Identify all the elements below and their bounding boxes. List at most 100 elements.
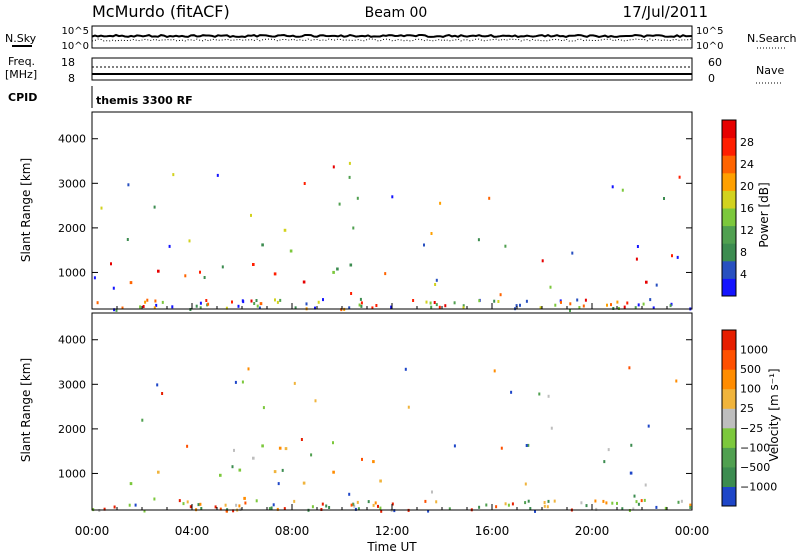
scatter-cell: [354, 507, 357, 511]
scatter-cell: [623, 305, 626, 309]
scatter-cell: [429, 301, 432, 305]
colorbar-tick-label: −1000: [740, 480, 777, 493]
colorbar-tick-label: 25: [740, 402, 754, 415]
velocity-frame: [91, 312, 693, 511]
colorbar-tick-label: 1000: [740, 344, 768, 357]
velocity-axis: 1000 2000 3000 4000: [58, 334, 692, 480]
colorbar-tick-label: 100: [740, 383, 761, 396]
scatter-cell: [188, 239, 191, 243]
scatter-cell: [606, 303, 608, 307]
scatter-cell: [200, 507, 203, 510]
data-cell: [243, 496, 246, 500]
x-tick-label: 08:00: [275, 524, 310, 538]
scatter-cell: [547, 499, 550, 503]
scatter-cell: [541, 259, 544, 263]
scatter-cell: [431, 490, 433, 494]
scatter-cell: [115, 308, 118, 312]
scatter-cell: [281, 468, 284, 472]
colorbar-segment: [722, 225, 736, 244]
scatter-cell: [314, 399, 317, 403]
x-tick-label: 20:00: [575, 524, 610, 538]
scatter-cell: [605, 501, 608, 505]
scatter-cell: [423, 243, 425, 247]
scatter-cell: [675, 379, 678, 383]
scatter-cell: [529, 507, 532, 510]
scatter-cell: [569, 309, 571, 312]
scatter-cell: [515, 304, 518, 308]
scatter-cell: [311, 505, 314, 509]
scatter-cell: [546, 505, 549, 509]
scatter-cell: [435, 303, 438, 307]
data-cell: [157, 269, 160, 273]
scatter-cell: [678, 175, 681, 179]
scatter-cell: [237, 304, 240, 308]
nave-tick-top: 60: [708, 56, 722, 69]
scatter-cell: [294, 306, 297, 310]
scatter-cell: [139, 305, 142, 309]
scatter-cell: [214, 505, 217, 509]
colorbar-segment: [722, 137, 736, 156]
nsearch-tick-top: 10^5: [696, 26, 723, 37]
scatter-cell: [497, 300, 500, 303]
cpid-label: CPID: [8, 91, 37, 104]
scatter-cell: [478, 505, 481, 509]
scatter-cell: [272, 503, 275, 507]
colorbar-segment: [722, 278, 736, 297]
scatter-cell: [524, 482, 527, 486]
scatter-cell: [276, 300, 279, 304]
date-title: 17/Jul/2011: [623, 3, 708, 21]
scatter-cell: [352, 502, 355, 506]
scatter-cell: [283, 507, 286, 511]
velocity-cells: [92, 366, 692, 513]
scatter-cell: [504, 244, 507, 248]
scatter-cell: [128, 503, 131, 507]
scatter-cell: [602, 499, 605, 503]
scatter-cell: [314, 306, 316, 310]
scatter-cell: [462, 304, 465, 308]
data-cell: [261, 444, 264, 448]
data-cell: [273, 272, 277, 276]
colorbar-frame: [721, 329, 737, 507]
scatter-cell: [340, 308, 343, 312]
data-cell: [284, 447, 288, 451]
scatter-cell: [203, 276, 206, 279]
power-panel: 1000 2000 3000 4000 Slant Range [km] 28 24 20…: [19, 111, 771, 312]
data-cell: [252, 263, 255, 266]
scatter-cell: [303, 182, 306, 185]
scatter-cell: [153, 306, 156, 310]
scatter-cell: [663, 197, 665, 200]
scatter-cell: [488, 196, 491, 200]
power-colorbar: 28 24 20 16 12 8 4: [721, 119, 754, 297]
colorbar-tick-label: −25: [740, 422, 763, 435]
data-cell: [332, 270, 335, 274]
scatter-cell: [126, 238, 129, 241]
scatter-cell: [635, 500, 638, 504]
colorbar-tick-label: 500: [740, 363, 761, 376]
scatter-cell: [352, 226, 355, 230]
scatter-cell: [255, 499, 258, 503]
data-cell: [219, 473, 222, 477]
power-frame: [91, 111, 693, 310]
freq-panel: [91, 57, 693, 81]
scatter-cell: [630, 443, 633, 447]
scatter-cell: [353, 504, 356, 508]
scatter-cell: [96, 301, 99, 305]
data-cell: [629, 471, 633, 475]
data-cell: [278, 446, 282, 450]
scatter-cell: [199, 270, 201, 274]
colorbar-segment: [722, 155, 736, 174]
scatter-cell: [621, 507, 624, 511]
scatter-cell: [640, 499, 643, 503]
scatter-cell: [244, 501, 247, 505]
power-ylabel: Slant Range [km]: [19, 158, 33, 262]
y-tick-label: 1000: [58, 467, 86, 480]
data-cell: [238, 468, 242, 472]
scatter-cell: [199, 301, 202, 305]
scatter-cell: [430, 305, 433, 309]
scatter-cell: [511, 502, 514, 506]
scatter-cell: [348, 175, 351, 179]
scatter-cell: [241, 299, 244, 303]
scatter-cell: [427, 509, 430, 513]
scatter-cell: [143, 509, 146, 513]
scatter-cell: [178, 499, 181, 503]
